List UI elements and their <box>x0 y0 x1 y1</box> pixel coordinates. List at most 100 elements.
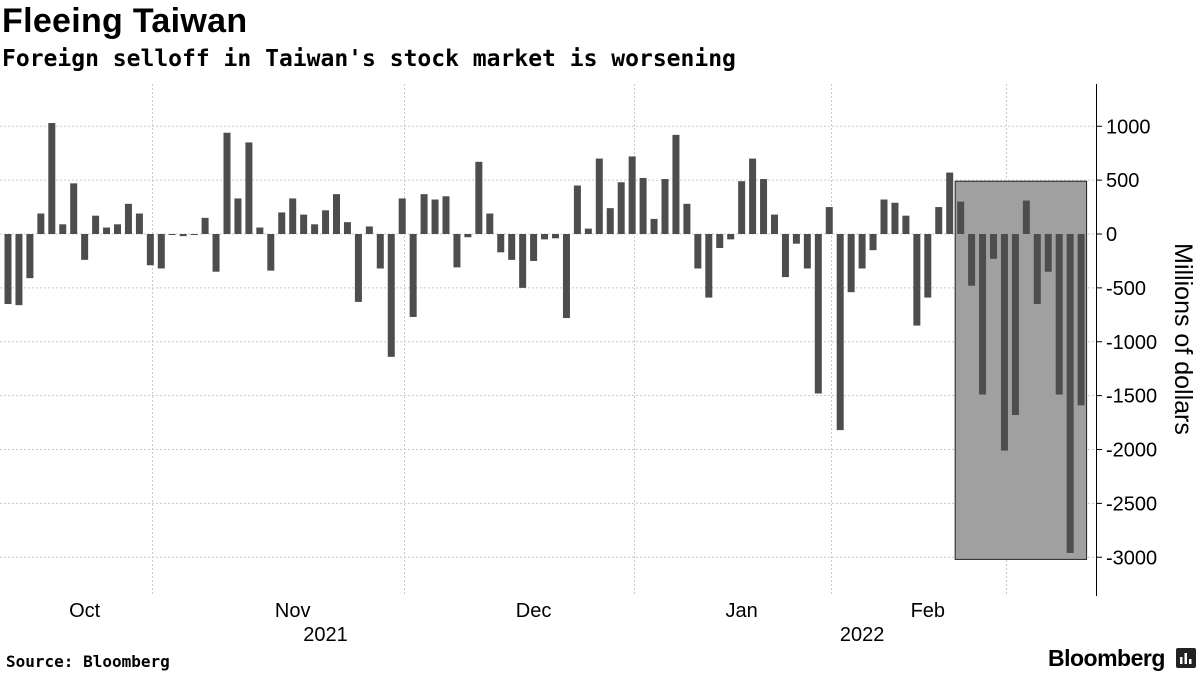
bar <box>957 201 965 234</box>
bar <box>836 234 844 431</box>
bar <box>968 234 976 286</box>
bar <box>26 234 34 279</box>
bar <box>234 198 242 234</box>
bar <box>913 234 921 326</box>
bar <box>694 234 702 269</box>
bar <box>4 234 12 305</box>
bar <box>48 123 56 234</box>
bar <box>661 179 669 234</box>
bar <box>541 234 549 240</box>
bar <box>869 234 877 251</box>
bar <box>1044 234 1052 272</box>
bar <box>716 234 724 249</box>
chart-subtitle: Foreign selloff in Taiwan's stock market… <box>2 46 736 72</box>
bar <box>508 234 516 260</box>
bar <box>179 234 187 237</box>
bar <box>803 234 811 269</box>
x-month-label: Oct <box>69 600 101 622</box>
bar <box>530 234 538 261</box>
y-axis-label: Millions of dollars <box>1169 243 1197 435</box>
x-year-label: 2022 <box>840 624 885 646</box>
gridlines <box>0 84 1096 596</box>
bar <box>420 194 428 234</box>
bar <box>124 203 132 234</box>
bar <box>168 234 176 235</box>
bar <box>365 226 373 234</box>
bar <box>847 234 855 293</box>
y-axis: 1000 500 0 -500 -1000 -1500 -2000 -2500 -3000 <box>1096 84 1157 596</box>
bar <box>1055 234 1063 395</box>
y-tick-label: -3000 <box>1106 547 1157 569</box>
bar <box>727 234 735 240</box>
bar <box>486 213 494 234</box>
bar <box>792 234 800 244</box>
bar <box>37 213 45 234</box>
bars <box>4 123 1085 553</box>
bar <box>979 234 987 395</box>
bar <box>584 228 592 234</box>
bar <box>595 158 603 234</box>
bar <box>135 213 143 234</box>
bar <box>190 234 198 235</box>
bar <box>935 207 943 234</box>
bar <box>1077 234 1085 406</box>
bar <box>902 215 910 234</box>
bar <box>1011 234 1019 416</box>
bar <box>278 212 286 234</box>
bar <box>103 227 111 234</box>
bar <box>464 234 472 238</box>
bar <box>267 234 275 271</box>
bar <box>300 214 308 234</box>
x-year-label: 2021 <box>303 624 348 646</box>
y-tick-label: -2000 <box>1106 440 1157 462</box>
bar <box>70 183 78 234</box>
bar <box>475 161 483 234</box>
chart-title: Fleeing Taiwan <box>2 2 248 40</box>
bar <box>519 234 527 288</box>
bar <box>453 234 461 268</box>
bar <box>398 198 406 234</box>
bar <box>683 203 691 234</box>
y-tick-label: -1500 <box>1106 386 1157 408</box>
bar <box>924 234 932 298</box>
y-tick-label: 500 <box>1106 170 1139 192</box>
bar <box>114 224 121 234</box>
y-tick-label: -2500 <box>1106 493 1157 515</box>
bar <box>15 234 23 306</box>
bar <box>1022 200 1030 234</box>
bar <box>81 234 89 260</box>
bar <box>946 172 954 234</box>
bar <box>387 234 395 357</box>
bar <box>672 134 680 234</box>
bar <box>771 214 778 234</box>
x-month-label: Nov <box>275 600 311 622</box>
bar <box>825 207 833 234</box>
bar <box>639 177 647 234</box>
bar <box>573 185 581 234</box>
bar <box>760 179 768 234</box>
bar <box>256 227 264 234</box>
bar <box>1033 234 1041 305</box>
bar <box>223 132 231 234</box>
bar <box>781 234 789 278</box>
bar <box>201 217 209 234</box>
bar <box>606 208 614 234</box>
x-month-label: Jan <box>726 600 758 622</box>
y-tick-label: -500 <box>1106 278 1146 300</box>
bar <box>212 234 220 272</box>
bar <box>650 218 658 234</box>
bar <box>880 199 888 234</box>
x-axis-labels: Oct Nov Dec Jan Feb 2021 2022 <box>69 600 945 646</box>
bar <box>311 224 319 234</box>
highlight-region <box>954 180 1088 560</box>
bar <box>376 234 384 269</box>
bar <box>891 202 899 234</box>
bar <box>1066 234 1074 553</box>
bar <box>322 210 330 234</box>
y-tick-label: 0 <box>1106 224 1117 246</box>
bar <box>245 142 253 234</box>
x-month-label: Feb <box>911 600 945 622</box>
bar <box>354 234 362 302</box>
bar <box>59 224 67 234</box>
